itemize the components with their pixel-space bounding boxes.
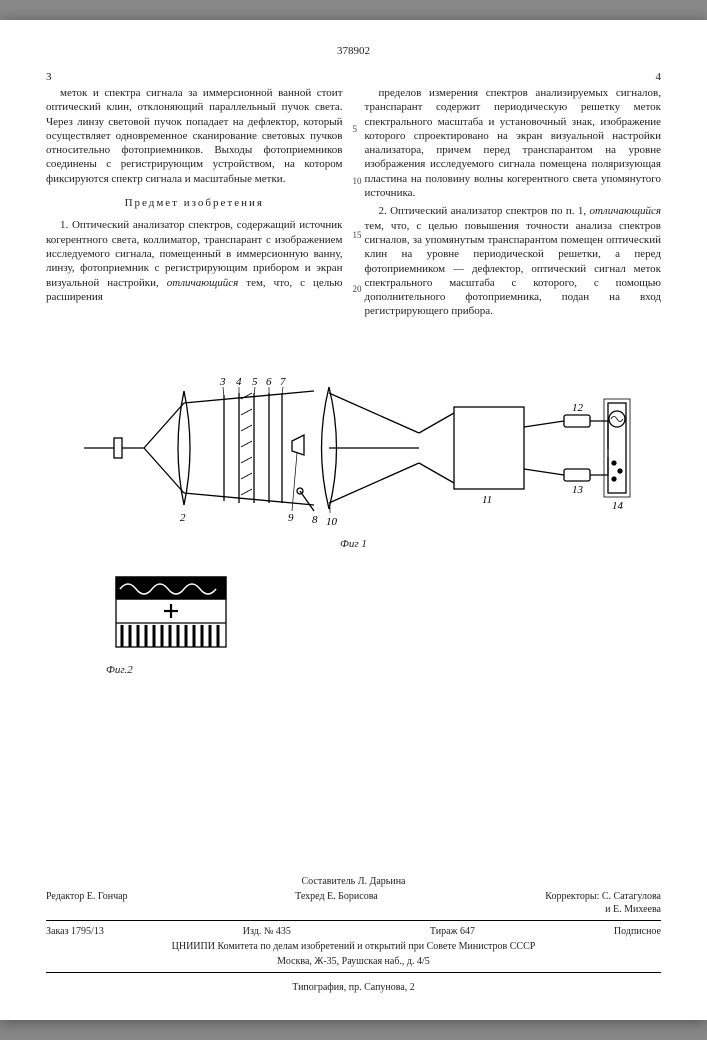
fig1-label-14: 14 (612, 500, 624, 512)
fig1-label-7: 7 (280, 376, 286, 388)
footer-rule-2 (46, 972, 661, 973)
claim2-em: отличающийся (589, 205, 661, 217)
footer-teched: Техред Е. Борисова (128, 890, 546, 916)
fig1-label-3: 3 (219, 376, 226, 388)
fig1-label-5: 5 (252, 376, 258, 388)
column-page-number-right: 4 (656, 70, 662, 84)
line-mark-15: 15 (353, 230, 362, 242)
line-mark-5: 5 (353, 124, 358, 136)
fig1-label-6: 6 (266, 376, 272, 388)
footer-podpis: Подписное (614, 925, 661, 938)
fig1-label-10: 10 (326, 516, 338, 528)
footer-izd: Изд. № 435 (243, 925, 291, 938)
fig1-label-12: 12 (572, 402, 584, 414)
fig1-label-9: 9 (288, 512, 294, 524)
footer-editor: Редактор Е. Гончар (46, 890, 128, 916)
fig1-label-8: 8 (312, 514, 318, 526)
footer-addr: Москва, Ж-35, Раушская наб., д. 4/5 (46, 955, 661, 968)
right-column: 4 5 10 15 20 пределов измерения спектров… (365, 86, 662, 323)
line-mark-20: 20 (353, 284, 362, 296)
figure-1-caption: Фиг 1 (46, 537, 661, 551)
left-paragraph-2: 1. Оптический анализатор спектров, содер… (46, 218, 343, 304)
footer-rule-1 (46, 920, 661, 921)
figures-block: 2 3 4 5 6 7 8 9 10 11 12 13 14 (46, 363, 661, 678)
fig1-label-4: 4 (236, 376, 242, 388)
fig1-label-13: 13 (572, 484, 584, 496)
figure-2-caption: Фиг.2 (106, 663, 236, 677)
footer-tirazh: Тираж 647 (430, 925, 475, 938)
fig1-label-11: 11 (482, 494, 492, 506)
claim1-em: отличающийся (167, 277, 239, 289)
figure-2-drawing (106, 569, 236, 659)
footer-corrector-2: и Е. Михеева (545, 903, 661, 916)
two-column-body: 3 меток и спектра сигнала за иммерсионно… (46, 86, 661, 323)
footer-block: Составитель Л. Дарьина Редактор Е. Гонча… (46, 875, 661, 994)
footer-composer: Составитель Л. Дарьина (46, 875, 661, 888)
section-title-claims: Предмет изобретения (46, 196, 343, 210)
left-column: 3 меток и спектра сигнала за иммерсионно… (46, 86, 343, 323)
footer-print: Типография, пр. Сапунова, 2 (46, 981, 661, 994)
fig1-label-2: 2 (180, 512, 186, 524)
right-paragraph-2: 2. Оптический анализатор спектров по п. … (365, 204, 662, 318)
column-page-number-left: 3 (46, 70, 52, 84)
claim2-text-a: 2. Оптический анализатор спектров по п. … (379, 205, 590, 217)
line-mark-10: 10 (353, 176, 362, 188)
claim2-text-b: тем, что, с целью повышения точности ана… (365, 220, 662, 318)
footer-order: Заказ 1795/13 (46, 925, 104, 938)
figure-1-drawing: 2 3 4 5 6 7 8 9 10 11 12 13 14 (74, 363, 634, 533)
footer-corrector-1: Корректоры: С. Сатагулова (545, 890, 661, 903)
left-paragraph-1: меток и спектра сигнала за иммерсионной … (46, 86, 343, 186)
right-paragraph-1: пределов измерения спектров анализируемы… (365, 86, 662, 200)
document-number: 378902 (0, 44, 707, 58)
footer-org: ЦНИИПИ Комитета по делам изобретений и о… (46, 940, 661, 953)
